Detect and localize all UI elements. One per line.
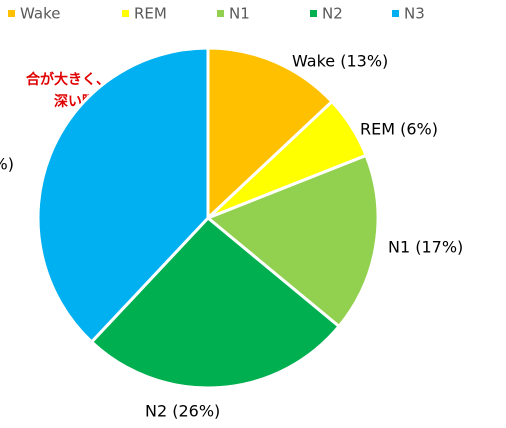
data-label: N3 (38%)	[0, 155, 14, 174]
pie-slice	[206, 46, 335, 222]
pie-slice	[36, 46, 210, 345]
data-label: Wake (13%)	[292, 52, 388, 71]
legend-label: N3	[404, 5, 425, 23]
data-label: N1 (17%)	[388, 238, 463, 257]
pie-slice	[89, 215, 342, 390]
legend-swatch	[8, 10, 15, 17]
pie-slice	[205, 153, 380, 329]
legend-swatch	[392, 10, 399, 17]
legend-swatch	[122, 10, 129, 17]
legend-swatch	[217, 10, 224, 17]
legend-label: N1	[229, 5, 250, 23]
data-label: REM (6%)	[360, 120, 438, 139]
legend-swatch	[310, 10, 317, 17]
data-label: N2 (26%)	[145, 402, 220, 421]
legend-label: REM	[134, 5, 167, 23]
annotation: 合が大きく、	[26, 71, 110, 88]
legend-label: Wake	[20, 5, 60, 23]
legend-label: N2	[322, 5, 343, 23]
